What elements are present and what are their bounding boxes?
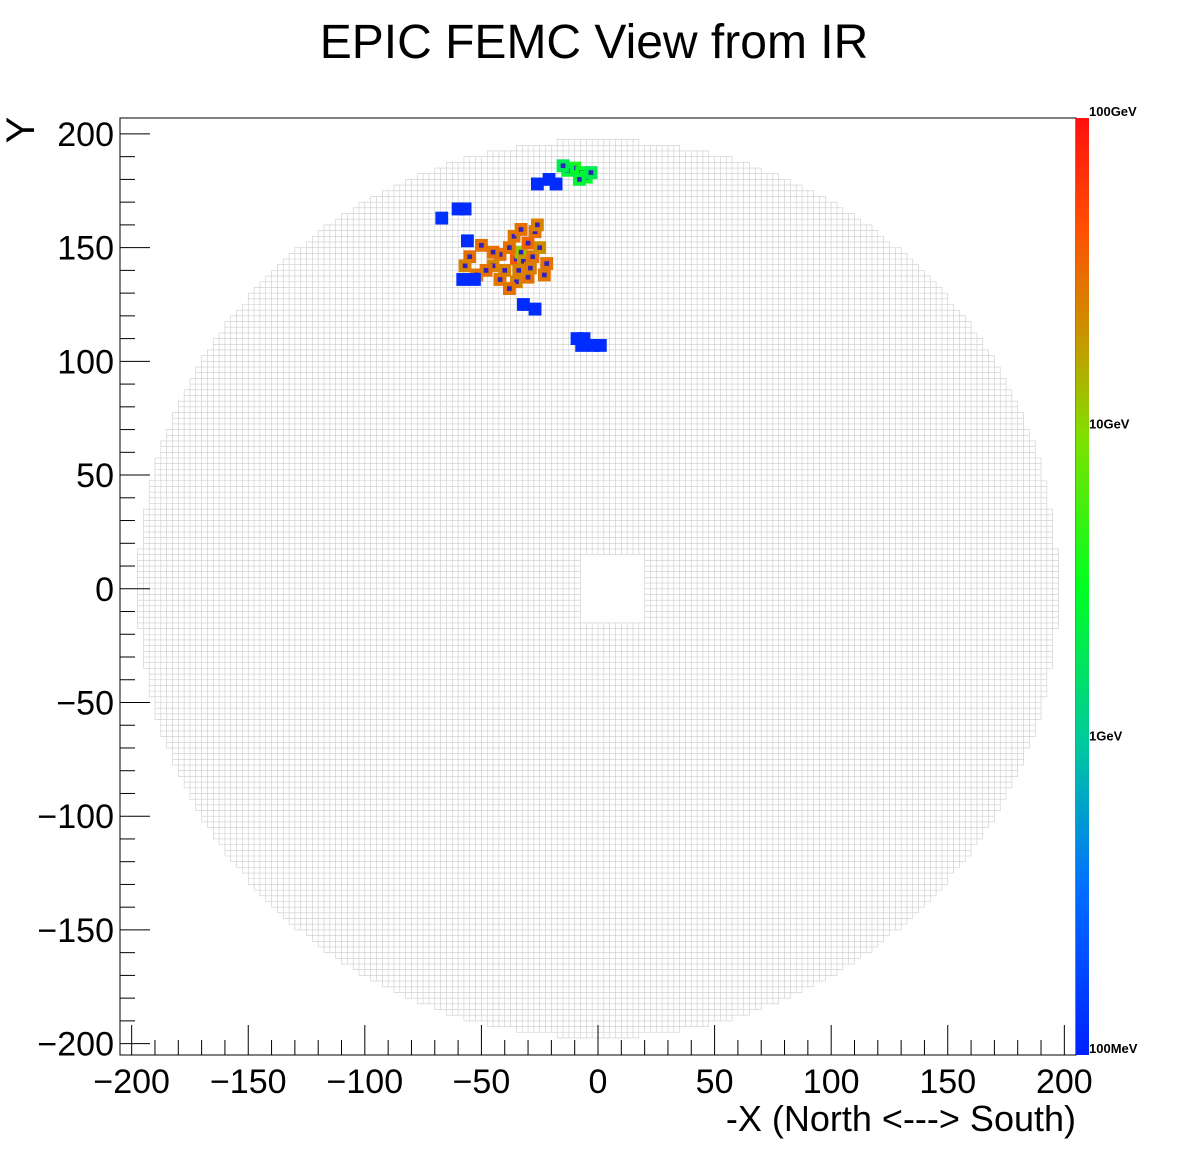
colorbar-tick-label: 100MeV [1089,1041,1138,1056]
x-tick-label: 200 [1036,1063,1093,1101]
x-tick-label: 100 [803,1063,860,1101]
x-tick-label: 0 [589,1063,608,1101]
hit-cell-core [560,163,566,169]
x-tick-label: −50 [453,1063,511,1101]
hit-cell [530,177,544,191]
x-axis-label: -X (North <---> South) [726,1098,1076,1139]
hit-cell-core [516,268,522,273]
y-tick-label: 100 [57,343,114,381]
colorbar-tick-label: 10GeV [1089,416,1130,431]
axis-tick-labels: −200 −150 −100 −50 0 50 100 150 200 −200 −150 −100 −… [37,116,1092,1101]
hit-cell-core [507,286,512,291]
chart-title: EPIC FEMC View from IR [320,16,869,69]
y-tick-label: 200 [57,116,114,154]
hit-cell [458,202,472,216]
hit-cell-core [532,229,538,235]
hit-cell [528,302,542,316]
x-tick-label: 50 [696,1063,734,1101]
hit-cell [577,332,591,346]
y-tick-label: 0 [95,571,114,609]
y-tick-label: −100 [37,798,114,836]
y-axis-label: Y [0,117,43,144]
hit-cell-core [507,245,512,250]
energy-hits [435,159,607,352]
hit-cell-core [542,272,547,278]
hit-cell-core [525,240,531,246]
detector-cells [137,139,1059,1039]
x-tick-label: −150 [210,1063,287,1101]
colorbar-tick-label: 1GeV [1089,729,1123,744]
y-tick-label: −150 [37,912,114,950]
hit-cell-core [577,177,582,182]
hit-cell-core [514,256,519,262]
hit-cell [516,298,530,311]
hit-cell-core [483,268,489,273]
y-tick-label: −50 [56,684,114,722]
y-tick-label: 150 [57,230,114,268]
hit-cell-core [530,254,536,260]
hit-cell [468,273,481,286]
x-tick-label: −100 [327,1063,404,1101]
hit-cell [456,273,470,286]
colorbar [1076,118,1089,1055]
hit-cell-core [572,165,577,171]
hit-cell-core [588,170,594,175]
x-tick-label: −200 [93,1063,170,1101]
detector-cell-grid [137,139,1059,1039]
hit-cell-core [502,268,508,273]
hit-cell-core [525,274,531,280]
hit-cell-core [535,222,540,228]
hit-cell-core [490,249,496,255]
hit-cell-core [462,263,468,269]
y-tick-label: 50 [76,457,114,495]
hit-cell-core [518,227,524,232]
axis-ticks [120,133,1065,1055]
hit-cell [593,339,607,352]
hit-cell-core [479,243,484,248]
hit-cell [549,177,563,191]
hit-cell-core [544,261,550,266]
hit-cell-core [511,233,517,239]
hit-cell-core [537,245,543,250]
x-tick-label: 150 [919,1063,976,1101]
hit-cell [435,211,449,225]
colorbar-tick-label: 100GeV [1089,104,1137,119]
hit-cell-core [490,263,496,269]
hit-cell-core [514,279,519,285]
y-tick-label: −200 [37,1026,114,1064]
hit-cell-core [497,252,503,257]
hit-cell-core [528,265,533,271]
colorbar-labels: 100GeV 10GeV 1GeV 100MeV [1089,104,1138,1056]
hit-cell [461,234,474,248]
hit-cell-core [467,254,473,260]
hit-cell-core [497,277,503,282]
hit-cell-core [518,249,524,255]
hit-cell-core [521,258,526,264]
